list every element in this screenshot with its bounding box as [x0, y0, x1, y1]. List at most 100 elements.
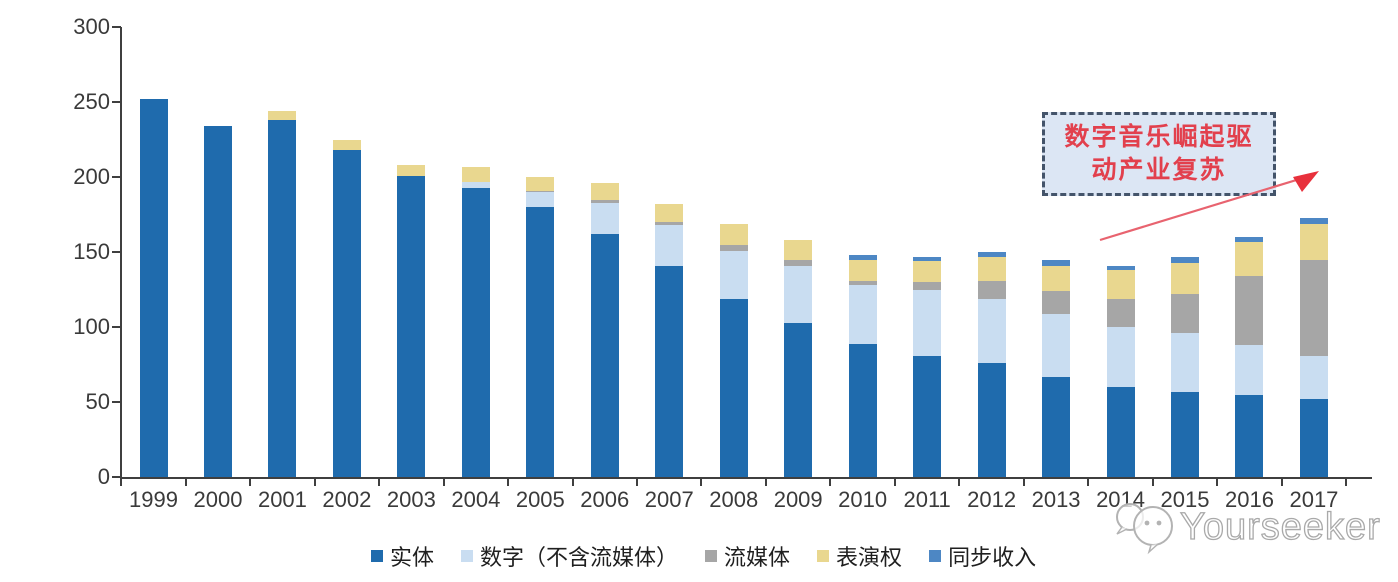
bar-segment-physical-2004 [461, 187, 490, 477]
bar-segment-performance-2004 [461, 166, 490, 182]
y-axis-tick-label: 50 [85, 389, 110, 414]
y-axis-tick-label: 250 [73, 89, 110, 114]
bar-segment-digital-2014 [1106, 327, 1135, 387]
x-tick-mark [1280, 479, 1283, 486]
y-axis-tick-label: 300 [73, 14, 110, 39]
bar-segment-digital-2012 [977, 298, 1006, 363]
y-tick-mark [112, 26, 121, 28]
bar-segment-digital-2010 [848, 285, 877, 344]
bar-segment-performance-2005 [526, 177, 555, 191]
bar-segment-sync-2013 [1042, 259, 1071, 266]
bar-segment-physical-2009 [784, 322, 813, 477]
bar-segment-physical-2005 [526, 207, 555, 477]
bar-segment-streaming-2005 [526, 190, 555, 192]
legend-label-digital: 数字（不含流媒体） [480, 545, 679, 570]
x-tick-mark [1216, 479, 1219, 486]
bar-segment-streaming-2006 [590, 199, 619, 203]
bar-segment-physical-2008 [719, 298, 748, 477]
bar-segment-digital-2005 [526, 192, 555, 207]
bar-segment-physical-2015 [1171, 391, 1200, 477]
bar-segment-performance-2014 [1106, 270, 1135, 299]
bar-segment-streaming-2016 [1235, 276, 1264, 345]
y-axis-tick-label: 0 [97, 464, 110, 489]
y-axis-tick-label: 100 [73, 314, 110, 339]
x-axis-tick-label: 2003 [386, 487, 436, 512]
bar-segment-physical-2010 [848, 343, 877, 477]
annotation-text-line1: 数字音乐崛起驱 [1064, 124, 1254, 151]
x-axis-line [120, 477, 1372, 479]
x-axis-tick-label: 2016 [1225, 487, 1274, 512]
bar-segment-streaming-2010 [848, 280, 877, 285]
x-axis-tick-label: 2007 [644, 487, 694, 512]
bar-segment-performance-2001 [268, 111, 297, 120]
bar-segment-physical-2007 [655, 265, 684, 477]
legend-label-performance: 表演权 [836, 545, 903, 570]
bar-segment-performance-2007 [655, 204, 684, 222]
y-axis-tick-label: 200 [73, 164, 110, 189]
bar-segment-digital-2004 [461, 181, 490, 188]
bar-segment-physical-2016 [1235, 394, 1264, 477]
bar-segment-performance-2012 [977, 256, 1006, 281]
annotation-arrowhead-icon [1293, 171, 1319, 192]
bar-segment-sync-2015 [1171, 256, 1200, 263]
bar-segment-streaming-2013 [1042, 291, 1071, 314]
bar-segment-performance-2003 [397, 165, 426, 176]
y-axis-tick-label: 150 [73, 239, 110, 264]
x-tick-mark [893, 479, 896, 486]
bar-segment-digital-2011 [913, 289, 942, 356]
x-tick-mark [829, 479, 832, 486]
legend-swatch-performance [817, 550, 830, 562]
bar-segment-performance-2017 [1299, 223, 1328, 260]
bar-segment-digital-2008 [719, 250, 748, 299]
x-axis-tick-label: 2001 [257, 487, 307, 512]
legend-item-digital: 数字（不含流媒体） [461, 540, 678, 572]
bar-segment-streaming-2012 [977, 280, 1006, 299]
x-tick-mark [249, 479, 252, 486]
bar-segment-sync-2011 [913, 256, 942, 261]
x-axis-tick-label: 2002 [322, 487, 372, 512]
bar-segment-performance-2002 [332, 139, 361, 150]
x-tick-mark [700, 479, 703, 486]
legend-label-physical: 实体 [390, 545, 435, 570]
bar-segment-performance-2010 [848, 259, 877, 281]
x-tick-mark [1022, 479, 1025, 486]
yourseeker-logo-icon [1116, 503, 1173, 555]
bar-segment-digital-2006 [590, 202, 619, 234]
x-tick-mark [120, 479, 123, 486]
x-tick-mark [184, 479, 187, 486]
x-tick-mark [378, 479, 381, 486]
bar-segment-streaming-2008 [719, 244, 748, 251]
y-tick-mark [112, 101, 121, 103]
bar-segment-physical-2003 [397, 175, 426, 477]
bar-segment-digital-2013 [1042, 313, 1071, 377]
watermark: Yourseeker [1108, 498, 1381, 556]
bar-segment-sync-2012 [977, 252, 1006, 257]
bar-segment-physical-2000 [203, 126, 232, 477]
bar-segment-physical-2014 [1106, 387, 1135, 477]
bar-segment-performance-2009 [784, 240, 813, 260]
annotation-callout-box: 数字音乐崛起驱 动产业复苏 [1042, 112, 1276, 196]
bar-segment-sync-2016 [1235, 237, 1264, 242]
y-tick-mark [112, 251, 121, 253]
bar-segment-sync-2010 [848, 255, 877, 260]
chart-legend: 实体 数字（不含流媒体） 流媒体 表演权 同步收入 [371, 540, 1036, 572]
y-axis-line [120, 27, 122, 478]
y-tick-mark [112, 176, 121, 178]
legend-swatch-streaming [705, 550, 718, 562]
bar-segment-digital-2009 [784, 265, 813, 323]
bar-segment-physical-2011 [913, 355, 942, 477]
bar-segment-streaming-2011 [913, 282, 942, 290]
legend-label-sync: 同步收入 [948, 545, 1037, 570]
bar-segment-streaming-2009 [784, 259, 813, 266]
x-tick-mark [442, 479, 445, 486]
x-tick-mark [1087, 479, 1090, 486]
x-axis-tick-label: 2011 [903, 487, 951, 512]
x-tick-mark [958, 479, 961, 486]
bar-segment-streaming-2017 [1299, 259, 1328, 356]
bar-segment-digital-2017 [1299, 355, 1328, 399]
legend-label-streaming: 流媒体 [724, 545, 791, 570]
legend-swatch-physical [371, 550, 383, 562]
x-axis-tick-label: 2000 [193, 487, 243, 512]
x-tick-mark [764, 479, 767, 486]
